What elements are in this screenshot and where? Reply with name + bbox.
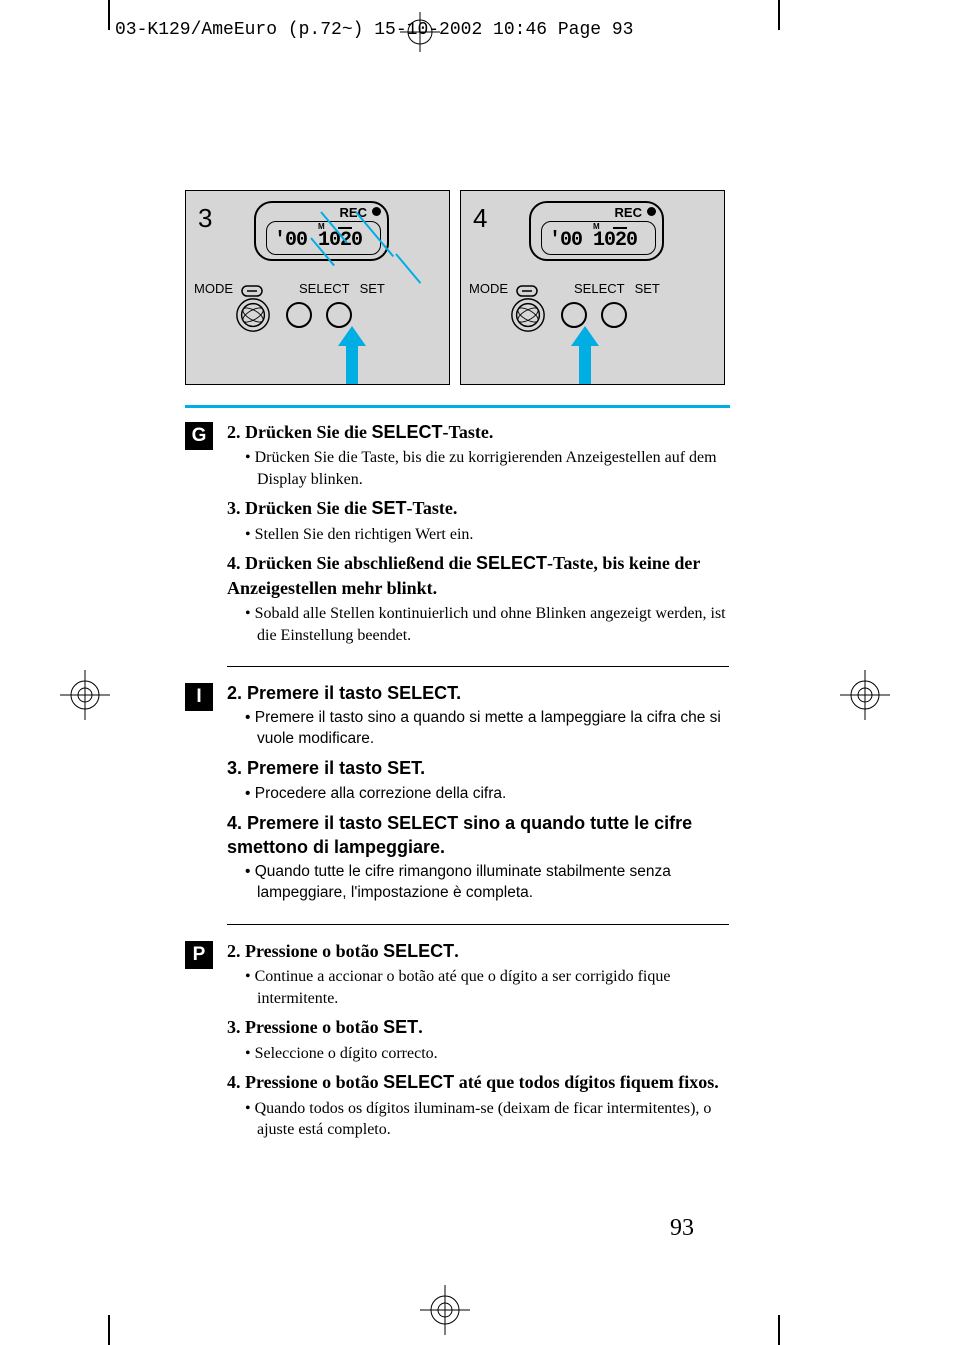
registration-mark-icon [840, 670, 890, 720]
set-label: SET [635, 281, 660, 299]
language-content: 2. Pressione o botão SELECT. Continue a … [227, 939, 730, 1147]
instruction-step: 2. Pressione o botão SELECT. Continue a … [227, 939, 730, 1009]
button-row [509, 296, 627, 334]
step-title: 3. Pressione o botão SET. [227, 1015, 730, 1039]
language-badge: I [185, 683, 213, 711]
header-slug: 03-K129/AmeEuro (p.72~) 15-10-2002 10:46… [115, 20, 633, 40]
instruction-step: 2. Premere il tasto SELECT. Premere il t… [227, 681, 730, 750]
bullet-list: Seleccione o dígito correcto. [245, 1043, 730, 1065]
language-section-p: P 2. Pressione o botão SELECT. Continue … [185, 939, 730, 1147]
language-badge: P [185, 941, 213, 969]
instruction-step: 4. Pressione o botão SELECT até que todo… [227, 1070, 730, 1140]
lcd-segment [613, 227, 627, 229]
set-button-icon [601, 302, 627, 328]
arrow-up-icon [571, 326, 599, 384]
language-badge: G [185, 422, 213, 450]
instruction-step: 4. Drücken Sie abschließend die SELECT-T… [227, 551, 730, 646]
instruction-step: 2. Drücken Sie die SELECT-Taste. Drücken… [227, 420, 730, 490]
blink-line [395, 253, 421, 283]
bullet-list: Continue a accionar o botão até que o dí… [245, 966, 730, 1009]
bullet-item: Drücken Sie die Taste, bis die zu korrig… [245, 447, 730, 490]
bullet-item: Stellen Sie den richtigen Wert ein. [245, 524, 730, 546]
language-content: 2. Drücken Sie die SELECT-Taste. Drücken… [227, 420, 730, 652]
registration-mark-icon [60, 670, 110, 720]
diagram-row: 3 REC M '00 1020 MODE SELECT SET [185, 190, 800, 385]
step-title: 2. Pressione o botão SELECT. [227, 939, 730, 963]
page-number: 93 [670, 1215, 694, 1242]
language-section-g: G 2. Drücken Sie die SELECT-Taste. Drück… [185, 420, 730, 652]
step-number: 4 [473, 203, 487, 234]
diagram-step-4: 4 REC M '00 1020 MODE SELECT SET [460, 190, 725, 385]
bullet-item: Sobald alle Stellen kontinuierlich und o… [245, 603, 730, 646]
bullet-item: Seleccione o dígito correcto. [245, 1043, 730, 1065]
lcd-display: REC M '00 1020 [529, 201, 664, 261]
instruction-step: 3. Pressione o botão SET. Seleccione o d… [227, 1015, 730, 1064]
mode-button-icon [234, 296, 272, 334]
rec-dot-icon [372, 207, 381, 216]
registration-mark-icon [420, 1285, 470, 1335]
divider-thin [227, 924, 729, 925]
step-number: 3 [198, 203, 212, 234]
bullet-list: Procedere alla correzione della cifra. [245, 784, 730, 805]
bullet-item: Continue a accionar o botão até que o dí… [245, 966, 730, 1009]
step-title: 4. Premere il tasto SELECT sino a quando… [227, 811, 730, 860]
lcd-segment [338, 227, 352, 229]
lcd-display: REC M '00 1020 [254, 201, 389, 261]
crop-mark [108, 1315, 110, 1345]
bullet-list: Sobald alle Stellen kontinuierlich und o… [245, 603, 730, 646]
divider-thin [227, 666, 729, 667]
arrow-up-icon [338, 326, 366, 384]
bullet-item: Quando tutte le cifre rimangono illumina… [245, 862, 730, 904]
set-label: SET [360, 281, 385, 299]
crop-mark [108, 0, 110, 30]
set-button-icon [326, 302, 352, 328]
mode-label: MODE [469, 281, 508, 299]
select-button-icon [561, 302, 587, 328]
language-content: 2. Premere il tasto SELECT. Premere il t… [227, 681, 730, 910]
rec-label: REC [615, 205, 642, 220]
instruction-step: 3. Drücken Sie die SET-Taste. Stellen Si… [227, 496, 730, 545]
rec-dot-icon [647, 207, 656, 216]
step-title: 3. Drücken Sie die SET-Taste. [227, 496, 730, 520]
step-title: 3. Premere il tasto SET. [227, 756, 730, 780]
bullet-list: Quando tutte le cifre rimangono illumina… [245, 862, 730, 904]
step-title: 2. Premere il tasto SELECT. [227, 681, 730, 705]
diagram-step-3: 3 REC M '00 1020 MODE SELECT SET [185, 190, 450, 385]
bullet-list: Quando todos os dígitos iluminam-se (dei… [245, 1098, 730, 1141]
instruction-step: 4. Premere il tasto SELECT sino a quando… [227, 811, 730, 904]
button-row [234, 296, 352, 334]
divider [185, 405, 730, 408]
language-section-i: I 2. Premere il tasto SELECT. Premere il… [185, 681, 730, 910]
crop-mark [778, 0, 780, 30]
bullet-item: Procedere alla correzione della cifra. [245, 784, 730, 805]
bullet-list: Premere il tasto sino a quando si mette … [245, 708, 730, 750]
bullet-list: Stellen Sie den richtigen Wert ein. [245, 524, 730, 546]
mode-label: MODE [194, 281, 233, 299]
step-title: 4. Drücken Sie abschließend die SELECT-T… [227, 551, 730, 600]
step-title: 2. Drücken Sie die SELECT-Taste. [227, 420, 730, 444]
bullet-item: Premere il tasto sino a quando si mette … [245, 708, 730, 750]
lcd-digits: '00 1020 [549, 229, 637, 252]
mode-button-icon [509, 296, 547, 334]
select-button-icon [286, 302, 312, 328]
bullet-list: Drücken Sie die Taste, bis die zu korrig… [245, 447, 730, 490]
bullet-item: Quando todos os dígitos iluminam-se (dei… [245, 1098, 730, 1141]
instruction-step: 3. Premere il tasto SET. Procedere alla … [227, 756, 730, 804]
step-title: 4. Pressione o botão SELECT até que todo… [227, 1070, 730, 1094]
crop-mark [778, 1315, 780, 1345]
